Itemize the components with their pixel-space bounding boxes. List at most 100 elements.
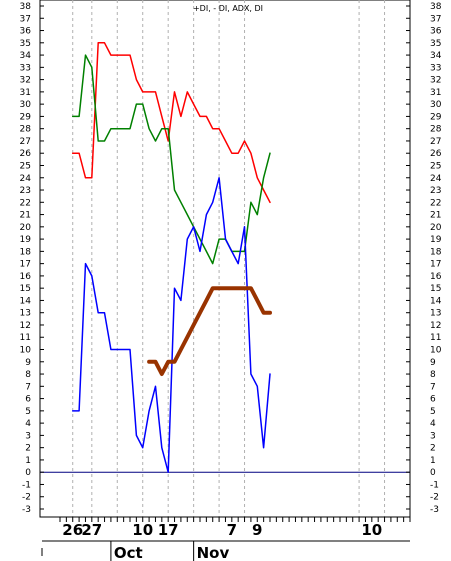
y-tick-label-right: 32	[430, 76, 441, 86]
y-tick-label-right: 4	[430, 419, 436, 429]
y-tick-label-right: 6	[430, 395, 436, 405]
y-tick-label-left: -1	[22, 480, 31, 490]
y-tick-label-right: 27	[430, 137, 441, 147]
y-tick-label-right: 8	[430, 370, 436, 380]
y-tick-label-right: 2	[430, 444, 436, 454]
y-tick-label-left: 29	[20, 112, 32, 122]
series-line-adx	[147, 286, 272, 376]
y-tick-label-right: 36	[430, 27, 442, 37]
y-tick-label-right: 35	[430, 39, 441, 49]
y-tick-label-left: 34	[20, 51, 32, 61]
y-tick-label-right: 16	[430, 272, 442, 282]
y-tick-label-right: -3	[430, 505, 439, 515]
x-day-label: 26	[62, 521, 83, 539]
x-day-label: 7	[227, 521, 237, 539]
x-day-label: 10	[361, 521, 382, 539]
y-tick-label-right: 38	[430, 2, 442, 12]
y-tick-label-right: 34	[430, 51, 442, 61]
y-tick-label-right: 23	[430, 186, 441, 196]
y-tick-label-right: 24	[430, 174, 442, 184]
y-tick-label-right: 9	[430, 358, 436, 368]
y-tick-label-right: 17	[430, 260, 441, 270]
x-day-label: 17	[158, 521, 179, 539]
x-month-label: Nov	[197, 544, 230, 561]
y-tick-label-left: 30	[20, 100, 32, 110]
y-tick-label-left: 7	[25, 382, 31, 392]
y-tick-label-right: 14	[430, 296, 442, 306]
y-tick-label-left: 26	[20, 149, 32, 159]
y-tick-label-right: 29	[430, 112, 442, 122]
y-tick-label-left: 9	[25, 358, 31, 368]
y-tick-label-left: 28	[20, 125, 32, 135]
y-tick-label-left: 19	[20, 235, 32, 245]
y-tick-label-right: 0	[430, 468, 436, 478]
x-month-label: Oct	[114, 544, 143, 561]
y-tick-label-left: 1	[25, 456, 31, 466]
y-tick-label-left: 36	[20, 27, 32, 37]
plot-frame	[39, 0, 411, 518]
y-tick-label-left: 27	[20, 137, 31, 147]
y-tick-label-right: 1	[430, 456, 436, 466]
y-tick-label-left: 17	[20, 260, 31, 270]
y-tick-label-left: 23	[20, 186, 31, 196]
y-tick-label-left: 22	[20, 198, 31, 208]
series-lines	[71, 42, 272, 473]
y-tick-label-left: 6	[25, 395, 31, 405]
y-tick-label-right: 19	[430, 235, 442, 245]
y-tick-label-right: 30	[430, 100, 442, 110]
y-tick-label-left: 11	[20, 333, 31, 343]
y-tick-label-left: 14	[20, 296, 32, 306]
y-tick-label-right: 12	[430, 321, 441, 331]
y-axis-left: -3-2-10123456789101112131415161718192021…	[20, 2, 44, 515]
y-tick-label-left: 38	[20, 2, 32, 12]
y-tick-label-right: 11	[430, 333, 441, 343]
y-tick-label-left: 21	[20, 211, 31, 221]
y-tick-label-left: -2	[22, 493, 31, 503]
y-axis-right: -3-2-10123456789101112131415161718192021…	[406, 2, 442, 515]
y-tick-label-right: -1	[430, 480, 439, 490]
y-tick-label-right: 33	[430, 63, 441, 73]
y-tick-label-right: 37	[430, 14, 441, 24]
series-line-di-minus	[71, 42, 271, 204]
y-tick-label-right: 10	[430, 346, 442, 356]
y-tick-label-left: 8	[25, 370, 31, 380]
y-tick-label-right: 13	[430, 309, 441, 319]
y-tick-label-left: 31	[20, 88, 31, 98]
y-tick-label-left: 32	[20, 76, 31, 86]
y-tick-label-left: 3	[25, 431, 31, 441]
y-tick-label-left: 16	[20, 272, 32, 282]
series-line-di	[71, 177, 271, 473]
y-tick-label-left: 12	[20, 321, 31, 331]
x-day-label: 9	[252, 521, 262, 539]
y-tick-label-left: 15	[20, 284, 31, 294]
series-line-di-plus	[71, 54, 271, 265]
y-tick-label-right: 25	[430, 161, 441, 171]
y-tick-label-left: 35	[20, 39, 31, 49]
y-tick-label-left: 5	[25, 407, 31, 417]
y-tick-label-left: 20	[20, 223, 32, 233]
x-day-label: 27	[81, 521, 102, 539]
y-tick-label-right: 26	[430, 149, 442, 159]
y-tick-label-right: 18	[430, 247, 442, 257]
y-tick-label-left: 13	[20, 309, 31, 319]
y-tick-label-left: 37	[20, 14, 31, 24]
y-tick-label-right: 31	[430, 88, 441, 98]
y-tick-label-left: 25	[20, 161, 31, 171]
y-tick-label-left: 24	[20, 174, 32, 184]
y-tick-label-left: 4	[25, 419, 31, 429]
y-tick-label-right: 15	[430, 284, 441, 294]
y-tick-label-right: -2	[430, 493, 439, 503]
y-tick-label-left: -3	[22, 505, 31, 515]
y-tick-label-left: 2	[25, 444, 31, 454]
x-day-label: 10	[132, 521, 153, 539]
y-tick-label-left: 0	[25, 468, 31, 478]
y-tick-label-left: 18	[20, 247, 32, 257]
y-tick-label-right: 22	[430, 198, 441, 208]
y-tick-label-right: 3	[430, 431, 436, 441]
chart-title: +DI, - DI, ADX, DI	[193, 4, 263, 13]
y-tick-label-right: 5	[430, 407, 436, 417]
grid-lines	[40, 0, 410, 517]
y-tick-label-left: 10	[20, 346, 32, 356]
